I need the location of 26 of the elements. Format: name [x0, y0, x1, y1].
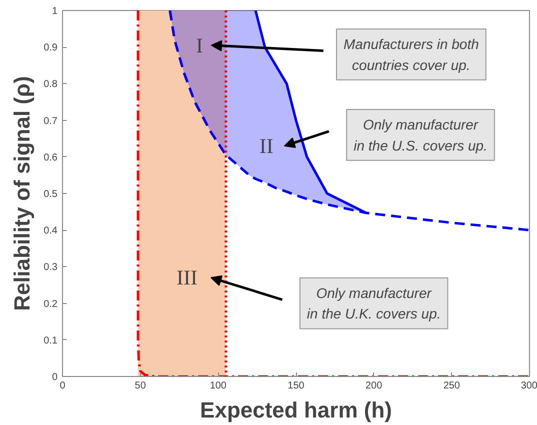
annotation: III [176, 266, 198, 290]
annotation: I [196, 33, 203, 58]
y-tick-label: 0.1 [44, 335, 58, 346]
x-tick-label: 0 [60, 380, 66, 392]
y-tick-label: 0.2 [44, 298, 58, 310]
y-tick-label: 0.9 [44, 42, 58, 54]
y-tick-label: 0.4 [44, 226, 58, 237]
x-tick-label: 50 [134, 380, 146, 392]
y-tick-label: 0 [52, 372, 58, 383]
y-tick-label: 0.8 [44, 79, 58, 90]
x-tick-label: 100 [210, 380, 227, 392]
annotation: II [259, 134, 274, 158]
x-axis-title: Expected harm (h) [200, 398, 392, 422]
y-tick-label: 0.7 [44, 116, 58, 127]
y-axis-title: Reliability of signal (ρ) [10, 76, 35, 311]
x-tick-label: 250 [443, 380, 460, 392]
x-tick-label: 150 [288, 380, 305, 392]
x-tick-label: 300 [520, 380, 537, 392]
y-tick-label: 0.5 [44, 189, 58, 200]
y-tick-label: 0.3 [44, 262, 58, 274]
y-tick-label: 0.6 [44, 152, 58, 164]
annotation: Manufacturers in both countries cover up. [343, 36, 480, 73]
x-tick-label: 200 [365, 380, 383, 392]
y-tick-label: 1 [52, 6, 58, 17]
annotation: Only manufacturer in the U.S. covers up. [354, 116, 488, 154]
annotation: Only manufacturer in the U.K. covers up. [306, 284, 441, 322]
